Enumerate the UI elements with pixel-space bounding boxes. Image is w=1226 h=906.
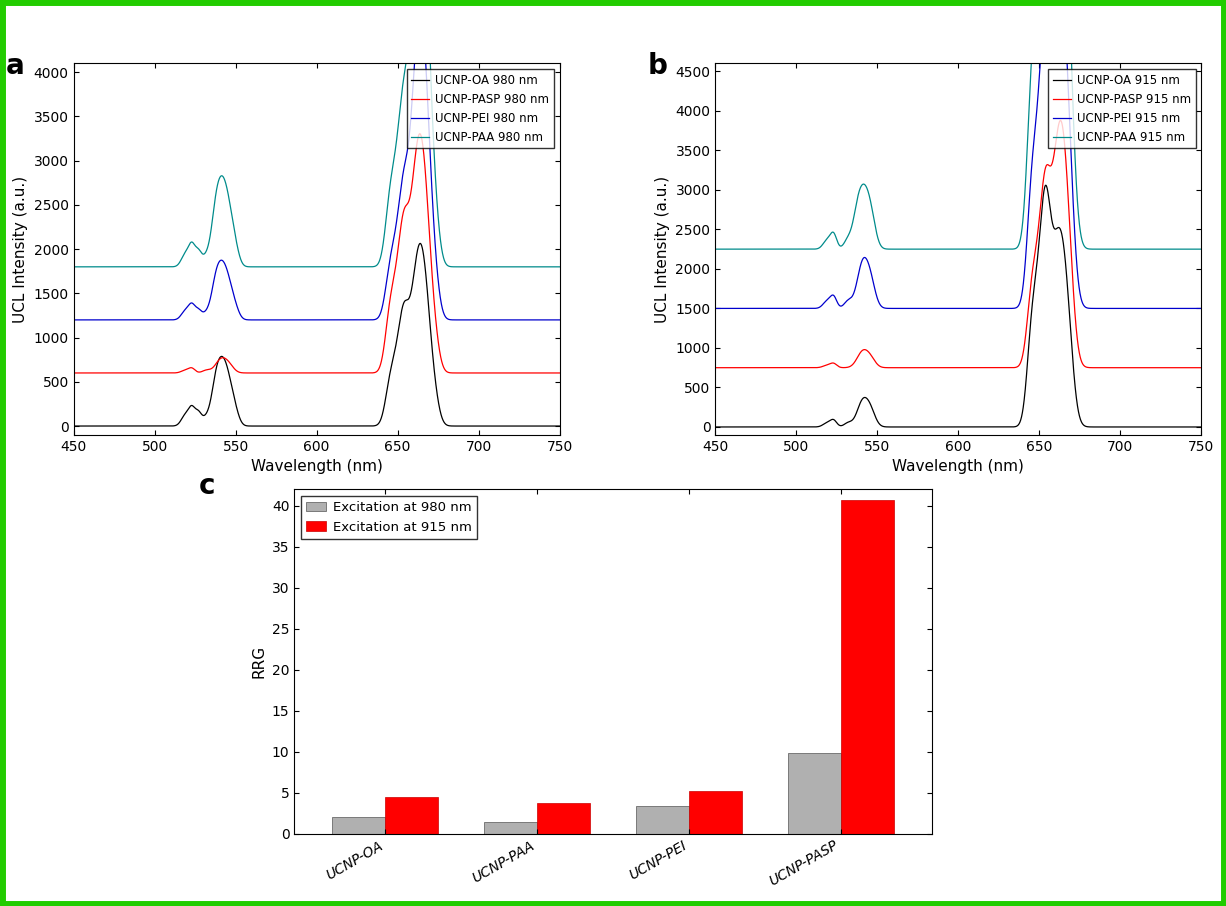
UCNP-PAA 980 nm (273, 262, 288, 273)
Line: UCNP-OA 915 nm: UCNP-OA 915 nm (715, 185, 1201, 427)
Legend: Excitation at 980 nm, Excitation at 915 nm: Excitation at 980 nm, Excitation at 915 … (300, 496, 477, 539)
UCNP-PAA 915 nm (1184, 244, 1199, 255)
UCNP-PEI 980 nm (66, 314, 81, 325)
UCNP-PASP 915 nm (1184, 362, 1199, 373)
UCNP-PAA 915 nm (707, 244, 722, 255)
UCNP-PEI 915 nm (895, 303, 910, 313)
UCNP-PEI 980 nm (253, 314, 267, 325)
UCNP-PAA 980 nm (543, 262, 558, 273)
UCNP-PEI 980 nm (543, 314, 558, 325)
UCNP-PASP 980 nm (151, 368, 166, 379)
UCNP-PEI 980 nm (151, 314, 166, 325)
X-axis label: Wavelength (nm): Wavelength (nm) (250, 459, 383, 475)
X-axis label: Wavelength (nm): Wavelength (nm) (893, 459, 1025, 475)
Bar (385, 796, 439, 834)
Line: UCNP-PEI 915 nm: UCNP-PEI 915 nm (715, 0, 1201, 308)
UCNP-PASP 980 nm (253, 368, 267, 379)
UCNP-PAA 915 nm (1194, 244, 1209, 255)
UCNP-PASP 980 nm (543, 368, 558, 379)
UCNP-OA 915 nm (1184, 421, 1199, 432)
UCNP-PEI 980 nm (121, 314, 136, 325)
UCNP-PEI 915 nm (707, 303, 722, 313)
UCNP-OA 980 nm (151, 420, 166, 431)
Y-axis label: UCL Intensity (a.u.): UCL Intensity (a.u.) (655, 176, 669, 323)
UCNP-OA 980 nm (413, 238, 428, 249)
UCNP-PAA 915 nm (1133, 244, 1148, 255)
UCNP-OA 980 nm (543, 420, 558, 431)
UCNP-PEI 980 nm (490, 314, 505, 325)
Line: UCNP-PEI 980 nm: UCNP-PEI 980 nm (74, 8, 560, 320)
UCNP-PEI 915 nm (1184, 303, 1199, 313)
UCNP-PAA 980 nm (66, 262, 81, 273)
UCNP-OA 980 nm (553, 420, 568, 431)
UCNP-OA 915 nm (792, 421, 807, 432)
Line: UCNP-PASP 980 nm: UCNP-PASP 980 nm (74, 134, 560, 373)
Bar (636, 806, 689, 834)
UCNP-OA 915 nm (707, 421, 722, 432)
UCNP-PASP 915 nm (792, 362, 807, 373)
UCNP-PASP 915 nm (1053, 115, 1068, 126)
UCNP-PASP 980 nm (412, 129, 427, 140)
Line: UCNP-OA 980 nm: UCNP-OA 980 nm (74, 244, 560, 426)
UCNP-PAA 915 nm (895, 244, 910, 255)
UCNP-PAA 980 nm (253, 262, 267, 273)
Bar (689, 791, 742, 834)
UCNP-PEI 915 nm (764, 303, 779, 313)
Bar (841, 500, 894, 834)
UCNP-PAA 915 nm (792, 244, 807, 255)
UCNP-PASP 980 nm (273, 368, 288, 379)
UCNP-OA 980 nm (273, 420, 288, 431)
UCNP-PAA 980 nm (151, 262, 166, 273)
UCNP-OA 915 nm (1194, 421, 1209, 432)
Bar (787, 753, 841, 834)
UCNP-OA 915 nm (1038, 179, 1053, 190)
Text: a: a (5, 53, 25, 81)
Text: c: c (199, 472, 215, 500)
UCNP-OA 915 nm (895, 421, 910, 432)
UCNP-PEI 980 nm (273, 314, 288, 325)
UCNP-PASP 980 nm (490, 368, 505, 379)
UCNP-PASP 980 nm (553, 368, 568, 379)
Bar (332, 817, 385, 834)
UCNP-PASP 915 nm (916, 362, 931, 373)
UCNP-PASP 915 nm (1194, 362, 1209, 373)
UCNP-PASP 915 nm (764, 362, 779, 373)
UCNP-OA 980 nm (490, 420, 505, 431)
UCNP-PEI 915 nm (1133, 303, 1148, 313)
Bar (537, 804, 590, 834)
Legend: UCNP-OA 980 nm, UCNP-PASP 980 nm, UCNP-PEI 980 nm, UCNP-PAA 980 nm: UCNP-OA 980 nm, UCNP-PASP 980 nm, UCNP-P… (407, 70, 554, 149)
UCNP-OA 980 nm (253, 420, 267, 431)
UCNP-PASP 915 nm (1133, 362, 1148, 373)
UCNP-OA 980 nm (66, 420, 81, 431)
UCNP-PASP 915 nm (707, 362, 722, 373)
Line: UCNP-PAA 980 nm: UCNP-PAA 980 nm (74, 0, 560, 267)
Text: b: b (647, 53, 667, 81)
UCNP-PAA 915 nm (764, 244, 779, 255)
UCNP-PEI 915 nm (1194, 303, 1209, 313)
UCNP-OA 915 nm (916, 421, 931, 432)
Line: UCNP-PASP 915 nm: UCNP-PASP 915 nm (715, 120, 1201, 368)
UCNP-PEI 980 nm (553, 314, 568, 325)
UCNP-OA 915 nm (764, 421, 779, 432)
Line: UCNP-PAA 915 nm: UCNP-PAA 915 nm (715, 0, 1201, 249)
UCNP-PAA 980 nm (490, 262, 505, 273)
UCNP-OA 980 nm (121, 420, 136, 431)
UCNP-PASP 915 nm (895, 362, 910, 373)
Y-axis label: RRG: RRG (251, 645, 266, 678)
UCNP-PEI 915 nm (792, 303, 807, 313)
UCNP-PAA 980 nm (553, 262, 568, 273)
Y-axis label: UCL Intensity (a.u.): UCL Intensity (a.u.) (13, 176, 28, 323)
UCNP-PEI 980 nm (413, 3, 428, 14)
Legend: UCNP-OA 915 nm, UCNP-PASP 915 nm, UCNP-PEI 915 nm, UCNP-PAA 915 nm: UCNP-OA 915 nm, UCNP-PASP 915 nm, UCNP-P… (1048, 70, 1195, 149)
UCNP-PAA 915 nm (916, 244, 931, 255)
UCNP-PASP 980 nm (66, 368, 81, 379)
Bar (484, 822, 537, 834)
UCNP-PEI 915 nm (916, 303, 931, 313)
UCNP-PAA 980 nm (121, 262, 136, 273)
UCNP-OA 915 nm (1133, 421, 1148, 432)
UCNP-PASP 980 nm (121, 368, 136, 379)
